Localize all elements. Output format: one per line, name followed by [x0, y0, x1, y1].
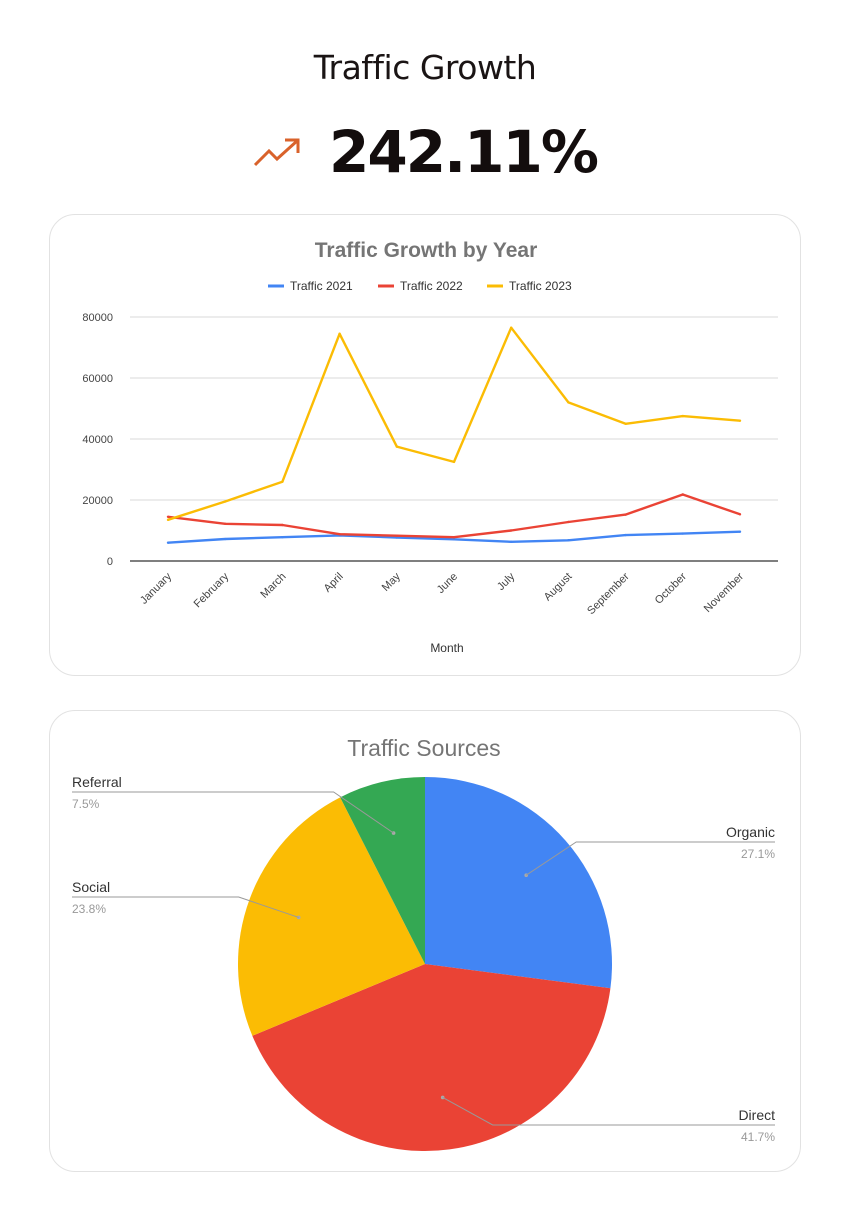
data-point: [281, 480, 284, 483]
data-point: [224, 500, 227, 503]
x-tick-label: August: [542, 571, 575, 604]
slice-label-percent: 27.1%: [741, 847, 775, 861]
traffic-sources-pie-chart: Traffic Sources Organic 27.1% Direct 41.7% So…: [72, 735, 775, 1152]
legend-item-label: Traffic 2021: [290, 279, 353, 293]
x-tick-label: July: [495, 570, 518, 593]
y-tick-label: 80000: [82, 312, 113, 324]
data-point: [281, 523, 284, 527]
data-point: [452, 536, 456, 539]
data-point: [681, 493, 684, 496]
slice-label-percent: 23.8%: [72, 902, 106, 916]
leader-line: [525, 841, 775, 876]
data-point: [395, 445, 398, 448]
x-tick-label: April: [322, 571, 346, 595]
y-tick-label: 40000: [82, 434, 113, 446]
x-tick-label: January: [138, 570, 175, 607]
data-point: [738, 513, 742, 516]
data-point: [166, 518, 170, 522]
growth-percentage: 242.11%: [329, 118, 599, 186]
legend-item-label: Traffic 2023: [509, 279, 572, 293]
leader-line: [72, 896, 299, 918]
slice-label-percent: 7.5%: [72, 797, 100, 811]
slice-label-percent: 41.7%: [741, 1130, 775, 1144]
growth-metric: 242.11%: [0, 116, 850, 188]
pie-slice-social: [237, 797, 425, 1036]
x-tick-label: September: [585, 570, 632, 617]
x-tick-label: June: [435, 571, 460, 596]
x-tick-label: February: [192, 570, 232, 610]
x-tick-label: November: [702, 570, 747, 615]
leader-dot: [296, 915, 301, 920]
data-point: [338, 332, 341, 335]
data-point: [281, 536, 284, 539]
data-point: [624, 533, 627, 537]
leader-line: [442, 1097, 775, 1126]
y-tick-label: 60000: [82, 373, 113, 385]
data-point: [452, 460, 456, 464]
pie-chart-card: Traffic Sources Organic 27.1% Direct 41.7% So…: [49, 710, 801, 1172]
legend-item-label: Traffic 2022: [400, 279, 463, 293]
x-tick-label: March: [258, 571, 288, 601]
chart-title: Traffic Sources: [347, 735, 500, 761]
x-axis-title: Month: [430, 641, 463, 655]
slice-label-name: Direct: [738, 1107, 775, 1123]
data-point: [624, 422, 627, 425]
data-point: [166, 541, 170, 544]
x-tick-label: October: [653, 570, 689, 606]
line-chart-card: Traffic Growth by Year Traffic 2021 Traffi…: [49, 214, 801, 676]
data-point: [510, 529, 513, 532]
data-point: [510, 326, 513, 329]
traffic-growth-line-chart: Traffic Growth by Year Traffic 2021 Traffi…: [82, 239, 778, 655]
trending-up-icon: [253, 138, 300, 167]
page-title: Traffic Growth: [313, 48, 537, 87]
data-point: [624, 513, 627, 516]
chart-title: Traffic Growth by Year: [315, 239, 538, 262]
data-point: [567, 539, 570, 542]
slice-label-name: Organic: [726, 824, 775, 840]
data-point: [224, 537, 227, 541]
pie-slice-organic: [425, 777, 613, 989]
data-point: [738, 419, 742, 422]
series-line-2: [167, 493, 741, 539]
y-tick-label: 0: [107, 556, 113, 568]
pie-slice-direct: [252, 964, 611, 1152]
data-point: [681, 532, 684, 535]
data-point: [510, 540, 513, 543]
slice-label-name: Referral: [72, 774, 122, 790]
leader-line: [72, 791, 394, 834]
data-point: [567, 401, 570, 404]
pie-slice-referral: [340, 777, 425, 964]
data-point: [681, 414, 684, 418]
x-tick-label: May: [380, 570, 404, 594]
data-point: [166, 515, 170, 518]
data-point: [395, 534, 398, 537]
data-point: [452, 538, 456, 541]
y-tick-label: 20000: [82, 495, 113, 507]
data-point: [338, 532, 341, 536]
series-line-3: [167, 326, 741, 521]
slice-label-name: Social: [72, 879, 110, 895]
data-point: [224, 522, 227, 525]
data-point: [567, 520, 570, 524]
data-point: [738, 530, 742, 533]
